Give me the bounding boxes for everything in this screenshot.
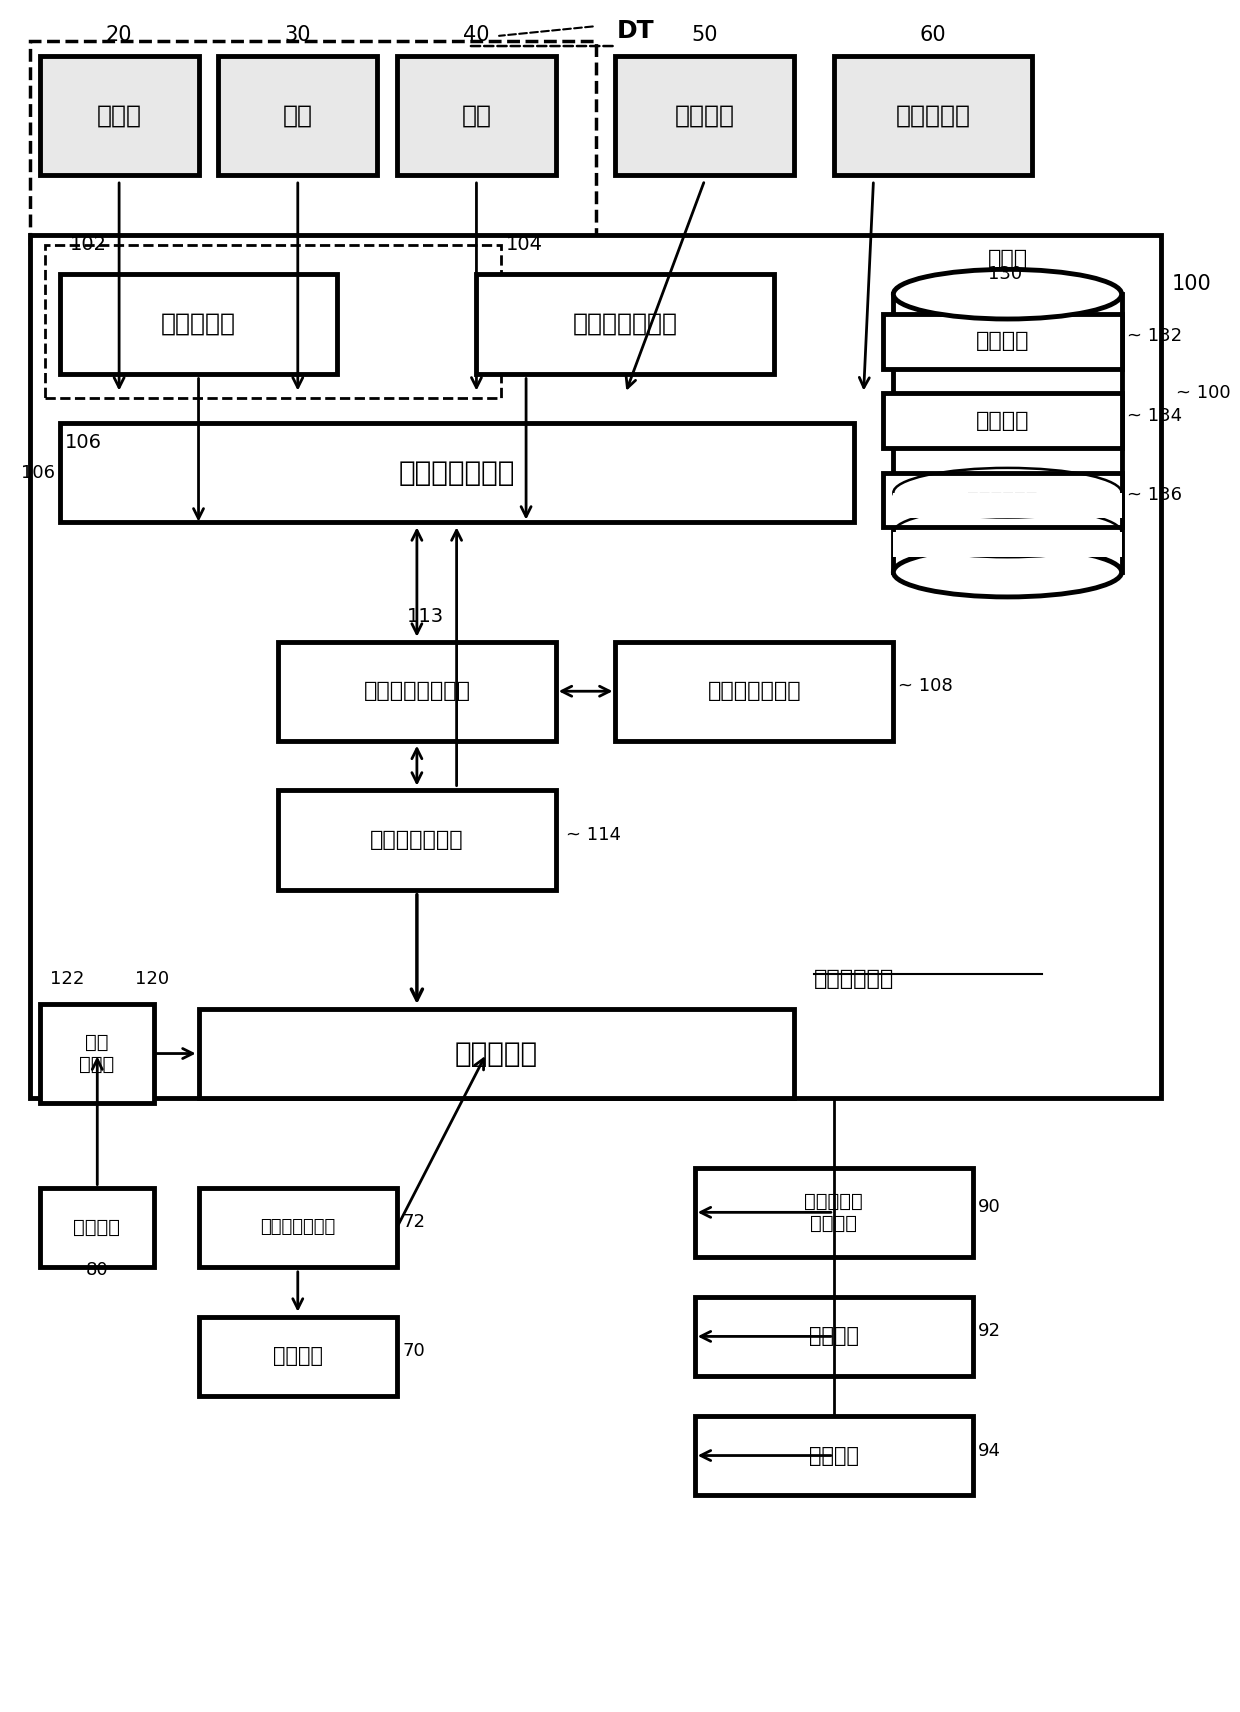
Bar	[893, 493, 1122, 517]
Text: 行动计划生成部: 行动计划生成部	[398, 459, 515, 486]
Text: 地图信息: 地图信息	[976, 332, 1029, 351]
Text: 80: 80	[86, 1260, 108, 1279]
Text: 30: 30	[284, 26, 311, 45]
Text: ~ 108: ~ 108	[898, 678, 954, 695]
Text: 车辆控制装置: 车辆控制装置	[813, 969, 894, 990]
Text: 存储部: 存储部	[987, 250, 1028, 269]
Text: ~ 114: ~ 114	[565, 827, 621, 844]
Text: 路径信息: 路径信息	[976, 411, 1029, 431]
Text: 操作检测传感器: 操作检测传感器	[260, 1219, 335, 1236]
Ellipse shape	[893, 548, 1122, 597]
Text: 94: 94	[977, 1442, 1001, 1460]
Text: 操作器件: 操作器件	[273, 1346, 322, 1366]
Text: 102: 102	[69, 235, 107, 253]
Text: 控制
切换部: 控制 切换部	[79, 1032, 114, 1073]
Text: 导航装置: 导航装置	[675, 103, 735, 127]
Text: 122: 122	[50, 971, 84, 988]
Text: 本车位置识别部: 本车位置识别部	[573, 312, 678, 336]
FancyBboxPatch shape	[40, 1003, 154, 1103]
FancyBboxPatch shape	[883, 394, 1122, 449]
FancyBboxPatch shape	[278, 791, 556, 890]
Text: 行驶驱动力
输出装置: 行驶驱动力 输出装置	[805, 1192, 863, 1233]
Text: 40: 40	[464, 26, 490, 45]
Text: 106: 106	[21, 464, 55, 481]
Text: 130: 130	[987, 265, 1022, 282]
Text: 车辆传感器: 车辆传感器	[895, 103, 971, 127]
Text: 雷达: 雷达	[283, 103, 312, 127]
FancyBboxPatch shape	[278, 642, 556, 741]
Text: DT: DT	[616, 19, 653, 43]
FancyBboxPatch shape	[397, 56, 556, 175]
FancyBboxPatch shape	[198, 1317, 397, 1395]
FancyBboxPatch shape	[60, 423, 853, 522]
FancyBboxPatch shape	[694, 1168, 972, 1257]
Text: 72: 72	[402, 1214, 425, 1231]
FancyBboxPatch shape	[476, 274, 774, 373]
FancyBboxPatch shape	[833, 56, 1033, 175]
Text: 控制计划生成部: 控制计划生成部	[370, 830, 464, 851]
Text: 90: 90	[977, 1198, 1001, 1216]
Text: 100: 100	[1172, 274, 1211, 294]
Text: 行动计划信息: 行动计划信息	[967, 491, 1038, 510]
Text: ~ 134: ~ 134	[1127, 407, 1182, 425]
FancyBboxPatch shape	[883, 473, 1122, 527]
Text: 70: 70	[402, 1342, 425, 1361]
FancyBboxPatch shape	[40, 1188, 154, 1267]
FancyBboxPatch shape	[615, 642, 893, 741]
Text: 转向装置: 转向装置	[808, 1327, 859, 1346]
FancyBboxPatch shape	[198, 1008, 794, 1097]
Text: ~ 132: ~ 132	[1127, 327, 1182, 346]
Text: 其他车辆追踪部: 其他车辆追踪部	[708, 681, 801, 702]
Text: 相机: 相机	[461, 103, 491, 127]
Text: 120: 120	[135, 971, 169, 988]
Text: 92: 92	[977, 1322, 1001, 1340]
Ellipse shape	[893, 269, 1122, 318]
FancyBboxPatch shape	[694, 1416, 972, 1495]
FancyBboxPatch shape	[40, 56, 198, 175]
FancyBboxPatch shape	[30, 235, 1162, 1097]
Text: 20: 20	[105, 26, 133, 45]
Text: 切换开关: 切换开关	[73, 1217, 120, 1236]
FancyBboxPatch shape	[615, 56, 794, 175]
Text: 制动装置: 制动装置	[808, 1445, 859, 1465]
FancyBboxPatch shape	[694, 1296, 972, 1376]
Text: 60: 60	[920, 26, 946, 45]
Bar	[893, 532, 1122, 556]
FancyBboxPatch shape	[198, 1188, 397, 1267]
Text: 探测器: 探测器	[97, 103, 141, 127]
Text: 50: 50	[692, 26, 718, 45]
Text: 行驶控制部: 行驶控制部	[455, 1039, 538, 1068]
FancyBboxPatch shape	[218, 56, 377, 175]
Text: ~ 100: ~ 100	[1177, 385, 1231, 402]
Bar	[893, 294, 1122, 572]
Text: ~ 136: ~ 136	[1127, 486, 1182, 503]
Text: 外界识别部: 外界识别部	[161, 312, 236, 336]
Text: 106: 106	[64, 433, 102, 452]
Text: 104: 104	[506, 235, 543, 253]
Text: 其他车位置预测部: 其他车位置预测部	[363, 681, 470, 702]
Text: 113: 113	[407, 606, 444, 627]
FancyBboxPatch shape	[883, 313, 1122, 368]
FancyBboxPatch shape	[60, 274, 337, 373]
